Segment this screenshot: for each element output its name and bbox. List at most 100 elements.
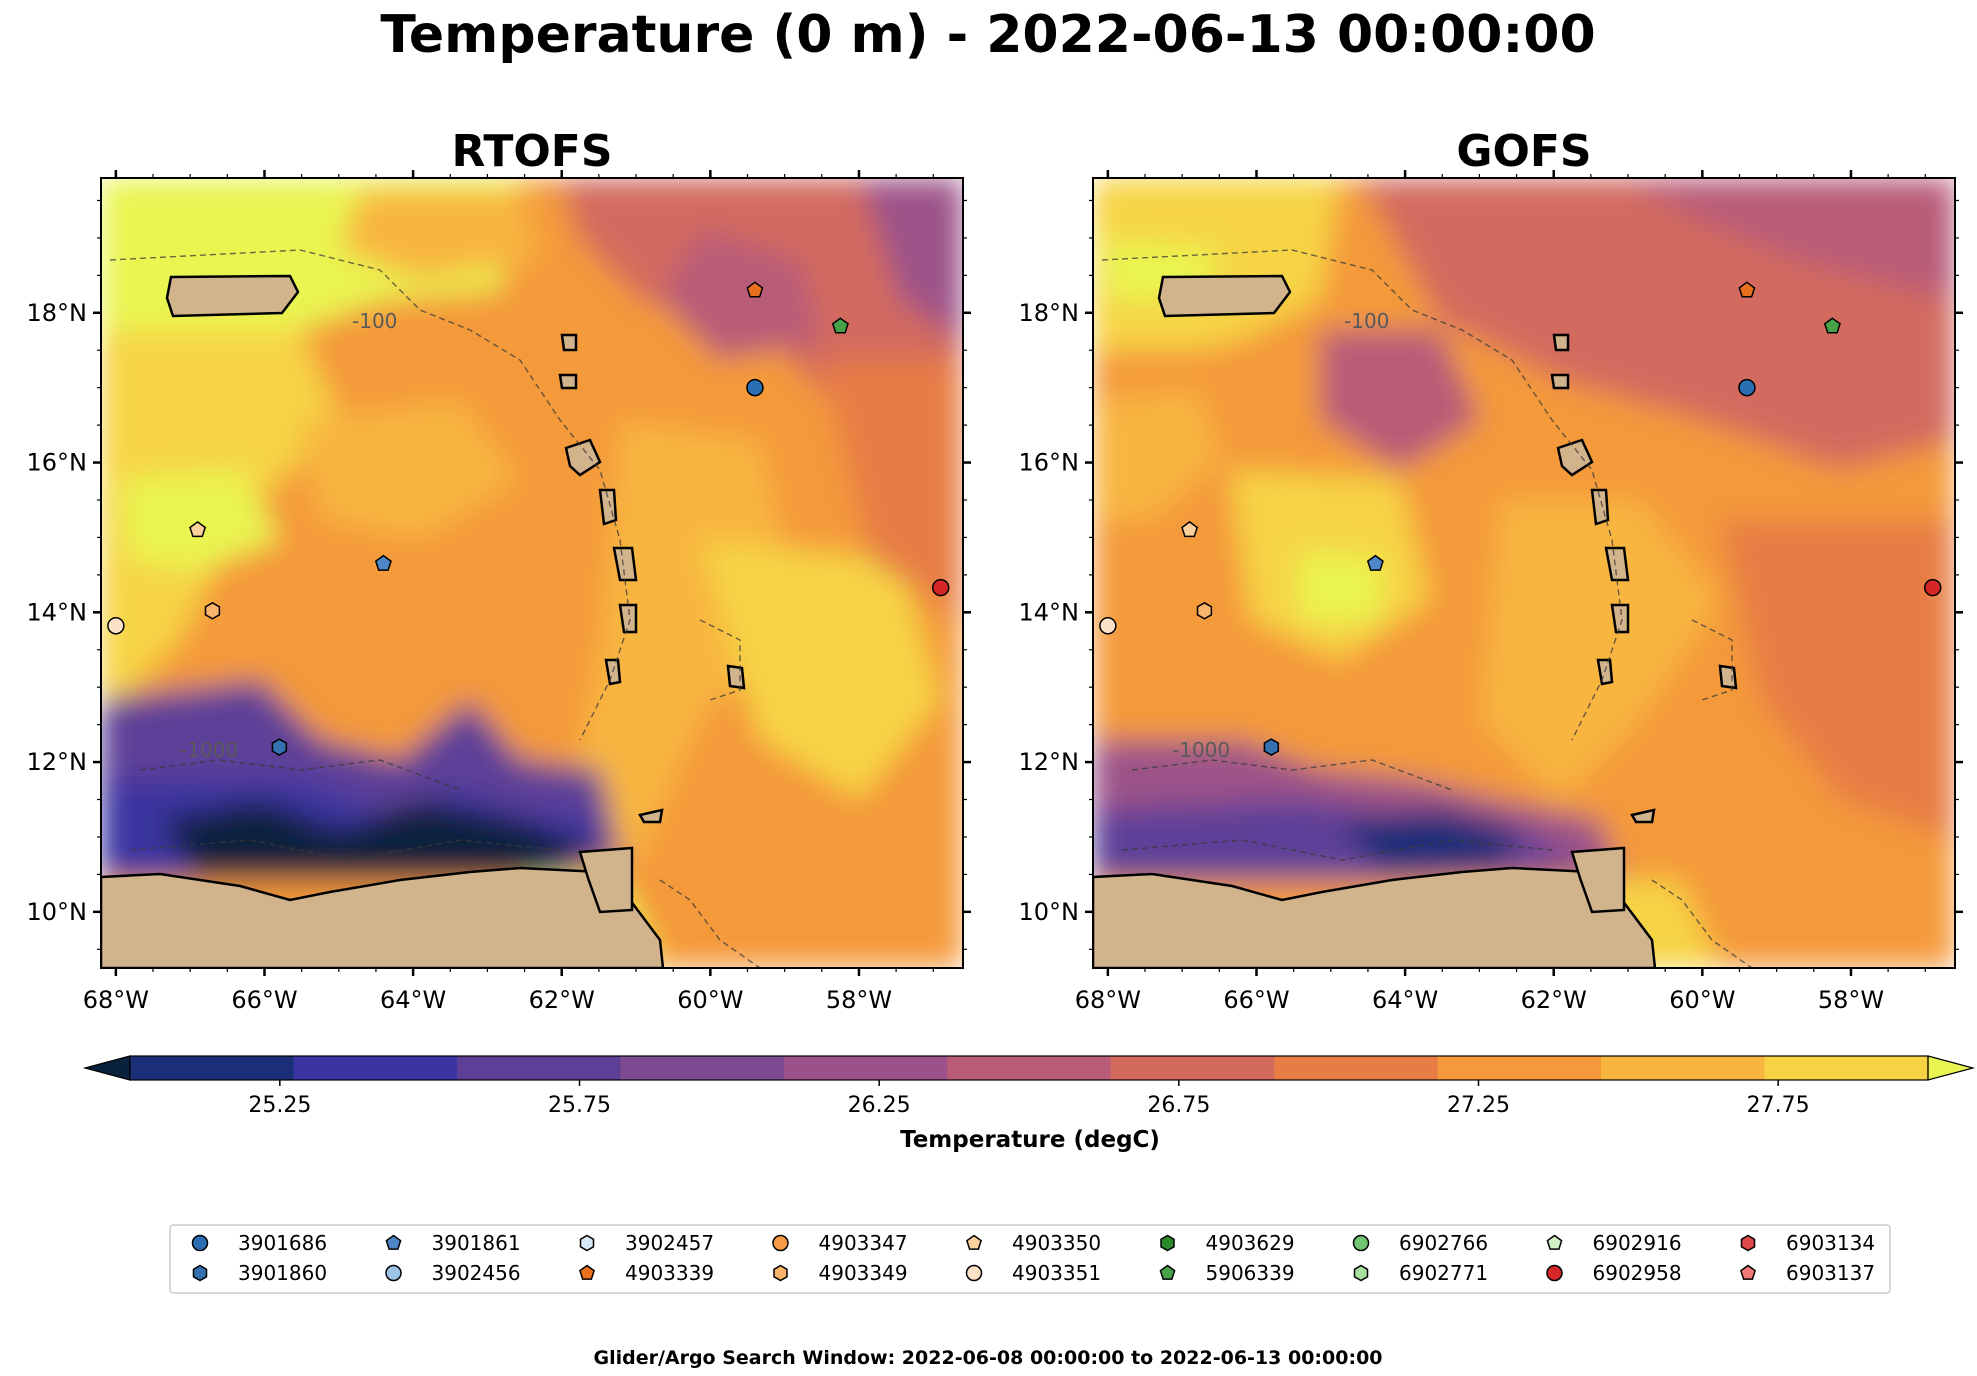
land-rtofs	[101, 274, 746, 968]
y-tick-label: 12°N	[1019, 748, 1080, 776]
bathymetry-contours-gofs	[1101, 249, 1753, 968]
legend-marker-3901860	[192, 1264, 208, 1282]
legend-marker-6902771	[1353, 1264, 1369, 1282]
legend-label-4903351: 4903351	[1012, 1261, 1101, 1285]
legend-label-6902916: 6902916	[1593, 1231, 1682, 1255]
legend-marker-6903134	[1740, 1234, 1756, 1252]
colorbar-segment	[1274, 1056, 1439, 1080]
legend-label-4903347: 4903347	[819, 1231, 908, 1255]
colorbar-segment	[947, 1056, 1112, 1080]
x-tick-label: 62°W	[529, 986, 595, 1014]
colorbar-extend-low	[82, 1055, 131, 1081]
legend-label-6902771: 6902771	[1399, 1261, 1488, 1285]
x-tick-label: 68°W	[1075, 986, 1141, 1014]
float-marker-3901686	[1738, 378, 1756, 397]
legend-label-4903629: 4903629	[1206, 1231, 1295, 1255]
colorbar-tick-label: 26.25	[848, 1093, 911, 1118]
legend-marker-3901861	[385, 1234, 402, 1250]
colorbar-segment	[783, 1056, 948, 1080]
colorbar-segment	[456, 1056, 621, 1080]
land-gofs	[1093, 274, 1738, 968]
legend-label-3902457: 3902457	[625, 1231, 714, 1255]
legend-marker-3901686	[191, 1234, 209, 1252]
colorbar-tick-label: 27.25	[1447, 1093, 1510, 1118]
colorbar-tick-label: 26.75	[1147, 1093, 1210, 1118]
panel-rtofs: RTOFS	[27, 126, 971, 1014]
x-tick-label: 66°W	[231, 986, 297, 1014]
float-marker-6902958	[931, 578, 950, 597]
float-marker-3901860	[1263, 738, 1280, 756]
legend-label-3902456: 3902456	[432, 1261, 521, 1285]
legend-marker-6902766	[1352, 1234, 1370, 1252]
float-marker-3901686	[746, 378, 764, 397]
float-marker-5906339	[831, 317, 849, 334]
axis-ticks-gofs: 68°W 66°W 64°W 62°W 60°W 58°W 10°N 12°N 14°N 16°N…	[1019, 170, 1963, 1014]
legend-marker-4903349	[773, 1264, 788, 1282]
legend-marker-6902958	[1546, 1264, 1563, 1282]
colorbar-tick-label: 25.75	[548, 1093, 611, 1118]
colorbar-segment	[1110, 1056, 1275, 1080]
y-tick-label: 18°N	[1019, 299, 1080, 327]
legend-label-4903349: 4903349	[819, 1261, 908, 1285]
temperature-field-gofs	[1093, 178, 1955, 968]
float-marker-3901861	[374, 554, 392, 571]
axes-frame-gofs	[1092, 177, 1956, 969]
float-legend: 3901686 3901860 3901861 3902456 3902457 49033…	[191, 1231, 1875, 1285]
figure-title: Temperature (0 m) - 2022-06-13 00:00:00	[380, 5, 1595, 65]
float-marker-5906339	[1823, 317, 1841, 334]
y-tick-label: 14°N	[27, 598, 88, 626]
float-marker-4903351	[1099, 617, 1117, 635]
contour-label-100-gofs: -100	[1344, 309, 1389, 333]
colorbar-outline	[129, 1055, 1929, 1081]
x-tick-label: 68°W	[83, 986, 149, 1014]
colorbar-segment	[293, 1056, 458, 1080]
temperature-field-rtofs	[101, 178, 963, 968]
legend-marker-6902916	[1546, 1234, 1563, 1250]
legend-box	[169, 1224, 1891, 1294]
bathymetry-contours-rtofs	[109, 249, 761, 968]
colorbar: 25.25 25.75 26.25 26.75 27.25 27.75	[82, 1055, 1976, 1118]
y-tick-label: 12°N	[27, 748, 88, 776]
float-marker-3901860	[271, 738, 288, 756]
colorbar-segment	[130, 1056, 294, 1080]
float-marker-4903349	[204, 601, 221, 620]
colorbar-tick-label: 27.75	[1747, 1093, 1810, 1118]
legend-marker-4903350	[966, 1234, 982, 1250]
y-tick-label: 10°N	[27, 898, 88, 926]
x-tick-label: 58°W	[826, 986, 892, 1014]
legend-label-3901861: 3901861	[432, 1231, 521, 1255]
legend-marker-4903347	[772, 1234, 789, 1252]
y-tick-label: 16°N	[1019, 449, 1080, 477]
colorbar-segment	[1764, 1056, 1929, 1080]
x-tick-label: 58°W	[1818, 986, 1884, 1014]
colorbar-segment	[1601, 1056, 1766, 1080]
contour-label-1000-rtofs: -1000	[180, 738, 238, 762]
y-tick-label: 10°N	[1019, 898, 1080, 926]
x-tick-label: 66°W	[1223, 986, 1289, 1014]
x-tick-label: 64°W	[1372, 986, 1438, 1014]
legend-marker-3902456	[385, 1264, 402, 1282]
float-marker-4903339	[1738, 281, 1756, 298]
legend-label-3901686: 3901686	[238, 1231, 327, 1255]
float-marker-4903350	[1181, 520, 1199, 538]
legend-marker-4903629	[1160, 1234, 1175, 1252]
x-tick-label: 64°W	[380, 986, 446, 1014]
legend-label-6902958: 6902958	[1593, 1261, 1682, 1285]
panel-title-gofs: GOFS	[1456, 126, 1591, 177]
float-marker-3901861	[1366, 554, 1384, 571]
colorbar-tick-label: 25.25	[248, 1093, 311, 1118]
legend-marker-4903339	[579, 1264, 595, 1280]
legend-marker-4903351	[965, 1264, 983, 1282]
colorbar-label: Temperature (degC)	[900, 1127, 1160, 1153]
axes-frame-rtofs	[100, 177, 964, 969]
float-marker-4903339	[746, 281, 764, 298]
search-window-footer: Glider/Argo Search Window: 2022-06-08 00…	[593, 1347, 1382, 1369]
legend-marker-5906339	[1159, 1264, 1176, 1280]
float-markers-gofs	[1099, 281, 1942, 756]
contour-label-100-rtofs: -100	[352, 309, 397, 333]
legend-label-3901860: 3901860	[238, 1261, 327, 1285]
float-marker-4903351	[107, 617, 125, 635]
colorbar-segment	[1437, 1056, 1602, 1080]
panel-title-rtofs: RTOFS	[451, 126, 612, 177]
